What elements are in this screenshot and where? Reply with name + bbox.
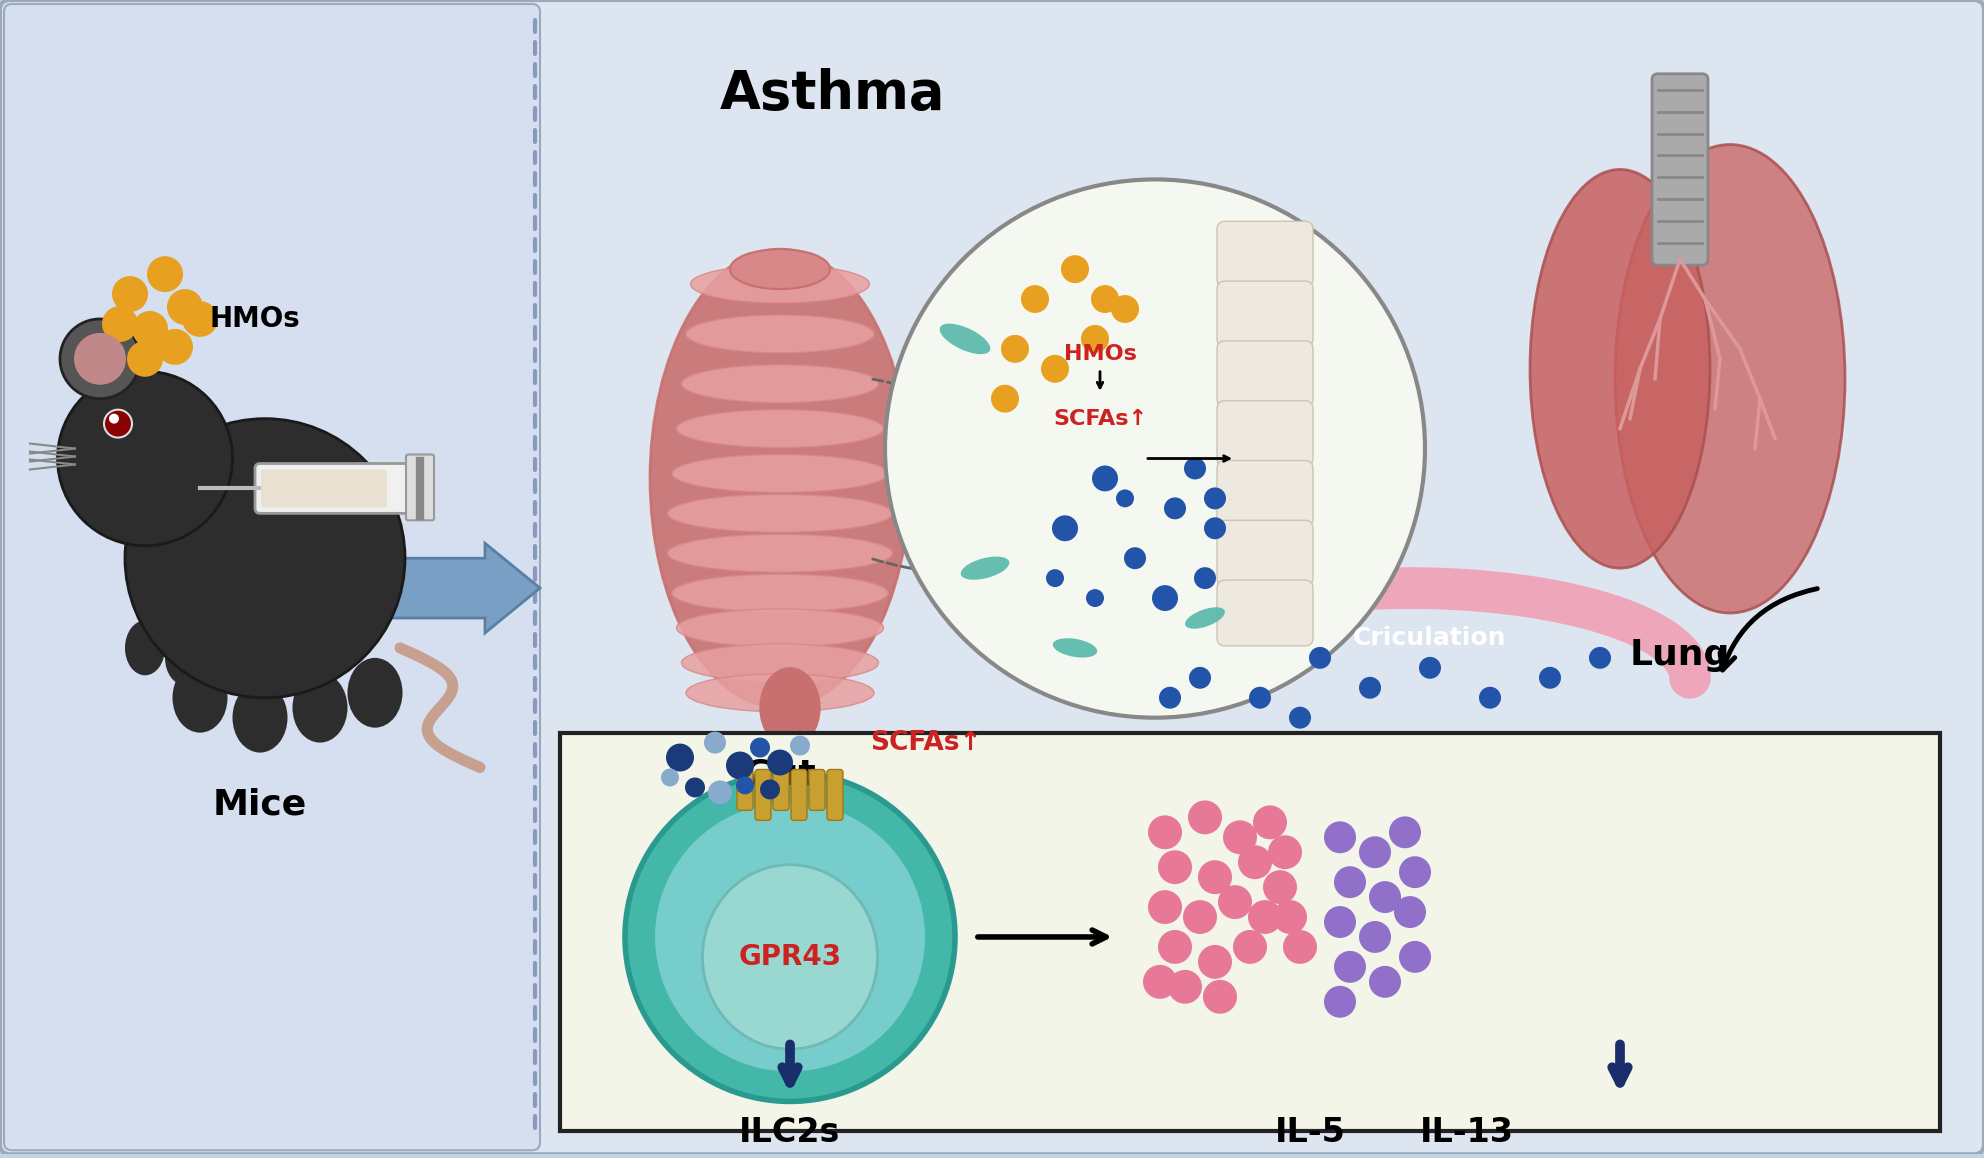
Text: Mice: Mice [212,787,308,821]
Ellipse shape [1615,145,1845,613]
FancyBboxPatch shape [1216,340,1313,406]
FancyBboxPatch shape [774,770,790,811]
FancyBboxPatch shape [736,770,754,811]
Text: Gut: Gut [744,757,815,792]
Text: Criculation: Criculation [1353,626,1506,650]
Circle shape [1359,921,1391,953]
FancyBboxPatch shape [256,463,425,513]
Circle shape [1169,970,1202,1004]
Ellipse shape [625,772,954,1101]
Circle shape [1054,518,1075,540]
Circle shape [1202,485,1228,512]
Circle shape [1143,965,1177,998]
Circle shape [1182,455,1208,482]
Circle shape [101,306,139,342]
Circle shape [1395,896,1426,928]
Ellipse shape [686,674,875,712]
Circle shape [768,749,794,776]
Circle shape [1323,906,1355,938]
Text: SCFAs↑: SCFAs↑ [1054,409,1147,428]
Circle shape [1202,980,1236,1013]
Text: GPR43: GPR43 [738,943,841,970]
FancyBboxPatch shape [4,3,540,1150]
Circle shape [1167,499,1184,518]
Circle shape [790,735,809,755]
FancyBboxPatch shape [827,770,843,820]
Circle shape [111,276,149,312]
Ellipse shape [667,494,893,533]
FancyBboxPatch shape [1216,401,1313,467]
Circle shape [1198,945,1232,979]
FancyBboxPatch shape [262,469,387,507]
Circle shape [167,290,202,325]
Ellipse shape [173,662,228,733]
Ellipse shape [960,557,1010,580]
Circle shape [1196,569,1214,587]
Circle shape [684,777,704,798]
FancyBboxPatch shape [1216,461,1313,526]
Ellipse shape [125,621,165,675]
Circle shape [1399,941,1430,973]
Ellipse shape [58,372,232,545]
Circle shape [1222,820,1258,855]
Circle shape [1399,856,1430,888]
Circle shape [1264,870,1298,904]
Text: HMOs: HMOs [210,305,302,334]
FancyBboxPatch shape [809,770,825,811]
Ellipse shape [702,865,877,1049]
Circle shape [1268,835,1302,870]
Circle shape [1238,845,1272,879]
Circle shape [1323,821,1355,853]
Text: ILC2s: ILC2s [740,1116,841,1150]
Ellipse shape [292,673,347,742]
Text: HMOs: HMOs [1063,344,1137,364]
Circle shape [1188,800,1222,834]
Ellipse shape [681,365,879,403]
Circle shape [1309,647,1331,669]
Text: Asthma: Asthma [720,68,944,119]
Circle shape [667,743,694,771]
Ellipse shape [667,534,893,572]
Circle shape [133,312,169,347]
FancyBboxPatch shape [1216,281,1313,347]
Circle shape [1022,285,1050,313]
FancyBboxPatch shape [1216,580,1313,646]
Text: IL-5: IL-5 [1274,1116,1345,1150]
Circle shape [1589,647,1611,669]
FancyBboxPatch shape [792,770,807,820]
Circle shape [157,329,192,365]
Circle shape [726,752,754,779]
Circle shape [1369,966,1401,998]
Ellipse shape [125,419,405,698]
Circle shape [1333,951,1367,983]
Circle shape [1389,816,1421,849]
Ellipse shape [651,249,911,708]
Circle shape [1359,836,1391,868]
Ellipse shape [940,323,990,354]
Circle shape [1290,706,1311,728]
Circle shape [1540,667,1561,689]
Circle shape [1081,325,1109,353]
Circle shape [1198,860,1232,894]
FancyBboxPatch shape [559,733,1940,1131]
Circle shape [109,413,119,424]
Ellipse shape [673,574,889,613]
Ellipse shape [60,318,141,398]
Ellipse shape [673,455,889,492]
Circle shape [760,779,780,799]
Ellipse shape [686,315,875,353]
FancyArrow shape [345,543,540,633]
Circle shape [1002,335,1030,362]
Ellipse shape [655,802,925,1071]
Circle shape [661,769,679,786]
Ellipse shape [1054,638,1097,658]
Circle shape [1159,850,1192,885]
Circle shape [885,179,1425,718]
Circle shape [1359,676,1381,698]
Circle shape [1091,466,1119,491]
Circle shape [1218,885,1252,919]
Ellipse shape [1530,169,1710,569]
Circle shape [1478,687,1502,709]
FancyBboxPatch shape [1216,520,1313,586]
